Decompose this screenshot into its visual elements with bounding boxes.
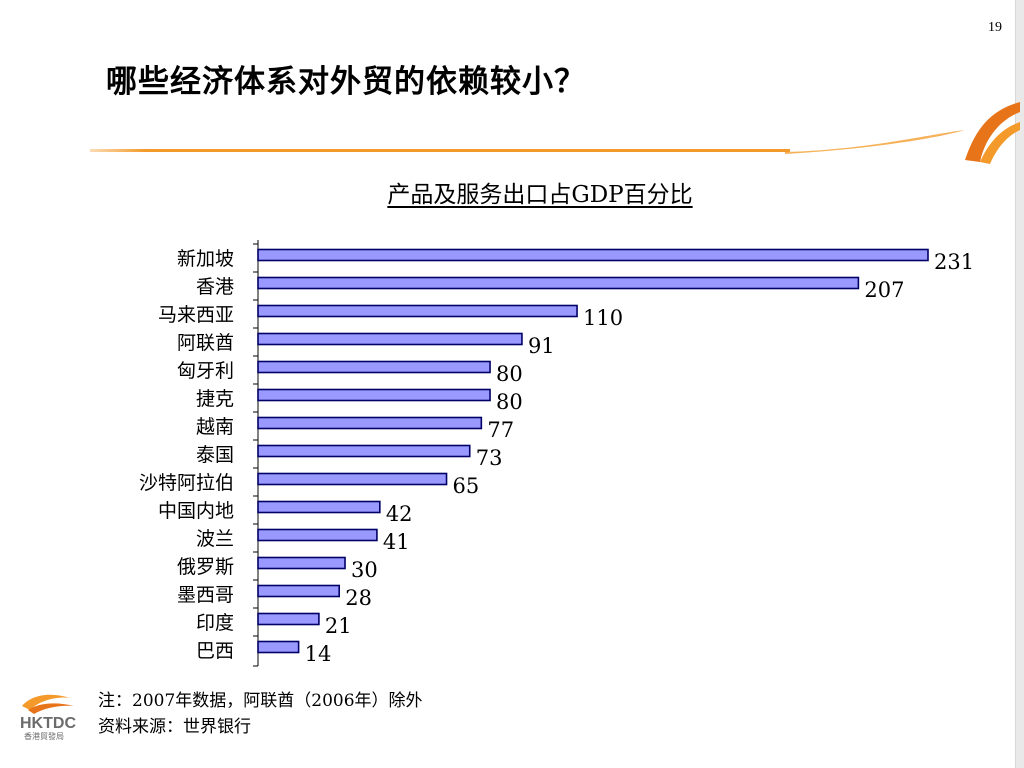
value-label: 80 [496, 362, 523, 386]
orange-swoosh-decoration [90, 102, 1020, 164]
bar [257, 332, 523, 346]
bar [257, 612, 320, 626]
value-label: 14 [305, 642, 332, 666]
category-label: 印度 [196, 612, 234, 634]
category-label: 波兰 [196, 528, 234, 550]
category-label: 马来西亚 [158, 304, 234, 326]
logo-subtext: 香港貿發局 [24, 731, 64, 741]
bar [257, 584, 341, 598]
slide-edge [1015, 0, 1024, 768]
category-label: 越南 [196, 416, 234, 438]
value-label: 65 [453, 474, 480, 498]
chart-title: 产品及服务出口占GDP百分比 [387, 182, 693, 208]
value-label: 80 [496, 390, 523, 414]
bar [257, 388, 491, 402]
bar [257, 556, 346, 570]
category-label: 俄罗斯 [177, 556, 234, 578]
bar [257, 500, 381, 514]
bar [257, 248, 929, 262]
bar [257, 640, 300, 654]
category-label: 墨西哥 [177, 584, 234, 606]
value-label: 231 [934, 250, 974, 274]
category-label: 中国内地 [158, 500, 234, 522]
bar [257, 360, 491, 374]
category-label: 捷克 [196, 388, 234, 410]
value-label: 30 [351, 558, 378, 582]
bar [257, 472, 448, 486]
data-source: 资料来源：世界银行 [98, 717, 251, 737]
bar-chart: 新加坡 231 香港 207 马来西亚 110 阿联酋 91 匈牙利 80 捷克 80 越南 77 泰国 73… [139, 240, 974, 667]
bar [257, 304, 578, 318]
page-number: 19 [988, 20, 1002, 35]
data-note: 注：2007年数据，阿联酋（2006年）除外 [98, 691, 423, 711]
hktdc-logo: HKTDC 香港貿發局 [20, 694, 76, 741]
value-label: 41 [383, 530, 410, 554]
bar [257, 444, 471, 458]
value-label: 207 [864, 278, 904, 302]
category-label: 巴西 [196, 640, 234, 662]
logo-text: HKTDC [20, 715, 76, 732]
value-label: 91 [528, 334, 555, 358]
category-label: 匈牙利 [177, 360, 234, 382]
footnotes: 注：2007年数据，阿联酋（2006年）除外 资料来源：世界银行 [98, 688, 423, 740]
value-label: 73 [476, 446, 503, 470]
category-label: 沙特阿拉伯 [139, 472, 234, 494]
bar [257, 276, 860, 290]
value-label: 21 [325, 614, 352, 638]
value-label: 77 [487, 418, 514, 442]
bar [257, 416, 483, 430]
value-label: 28 [345, 586, 372, 610]
value-label: 42 [386, 502, 413, 526]
category-label: 泰国 [196, 444, 234, 466]
category-label: 阿联酋 [177, 332, 234, 354]
bar [257, 528, 378, 542]
slide-title: 哪些经济体系对外贸的依赖较小？ [106, 64, 586, 100]
value-label: 110 [583, 306, 623, 330]
category-label: 新加坡 [177, 248, 234, 270]
category-label: 香港 [196, 276, 234, 298]
